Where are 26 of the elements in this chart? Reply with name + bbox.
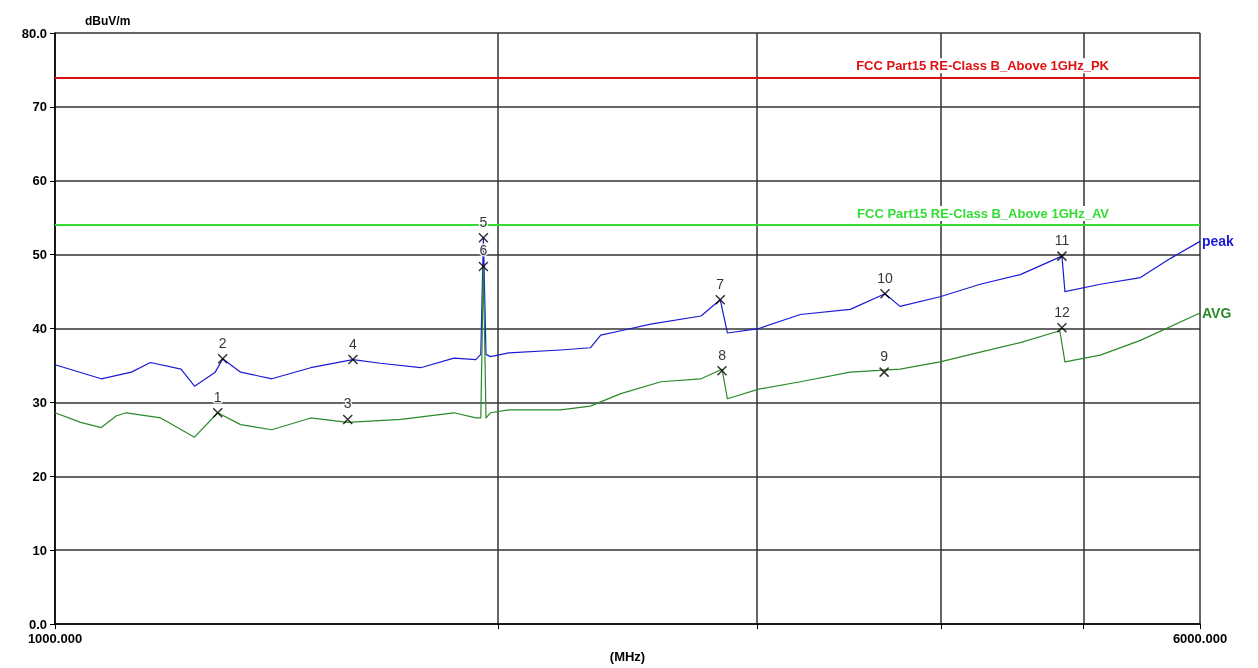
annotation: 12	[1054, 303, 1070, 320]
y-axis-title: dBuV/m	[85, 14, 131, 28]
y-tick-label: 30	[32, 394, 47, 410]
x-axis-title: (MHz)	[609, 649, 646, 664]
annotation: 11	[1054, 232, 1070, 249]
annotation: 7	[716, 275, 725, 292]
annotation: 10	[877, 269, 893, 286]
annotation: 4	[349, 335, 358, 352]
y-tick-label: 50	[32, 247, 47, 263]
series-label: AVG	[1202, 305, 1232, 322]
y-tick-label: 10	[32, 542, 47, 558]
annotation: 1	[213, 388, 222, 405]
ref-line-label: FCC Part15 RE-Class B_Above 1GHz_PK	[856, 58, 1110, 74]
annotation: 9	[880, 348, 889, 365]
y-tick-label: 0.0	[28, 616, 47, 632]
y-tick-label: 70	[32, 99, 47, 115]
annotation: 8	[718, 346, 727, 363]
y-tick-label: 40	[32, 321, 47, 337]
y-tick-label: 60	[32, 173, 47, 189]
annotation: 2	[218, 334, 227, 351]
x-tick-label: 1000.000	[27, 631, 83, 647]
x-tick-label: 6000.000	[1172, 631, 1228, 647]
y-tick-label: 80.0	[21, 25, 47, 41]
ref-line-label: FCC Part15 RE-Class B_Above 1GHz_AV	[857, 206, 1110, 222]
series-label: peak	[1202, 233, 1235, 250]
y-tick-label: 20	[32, 468, 47, 484]
